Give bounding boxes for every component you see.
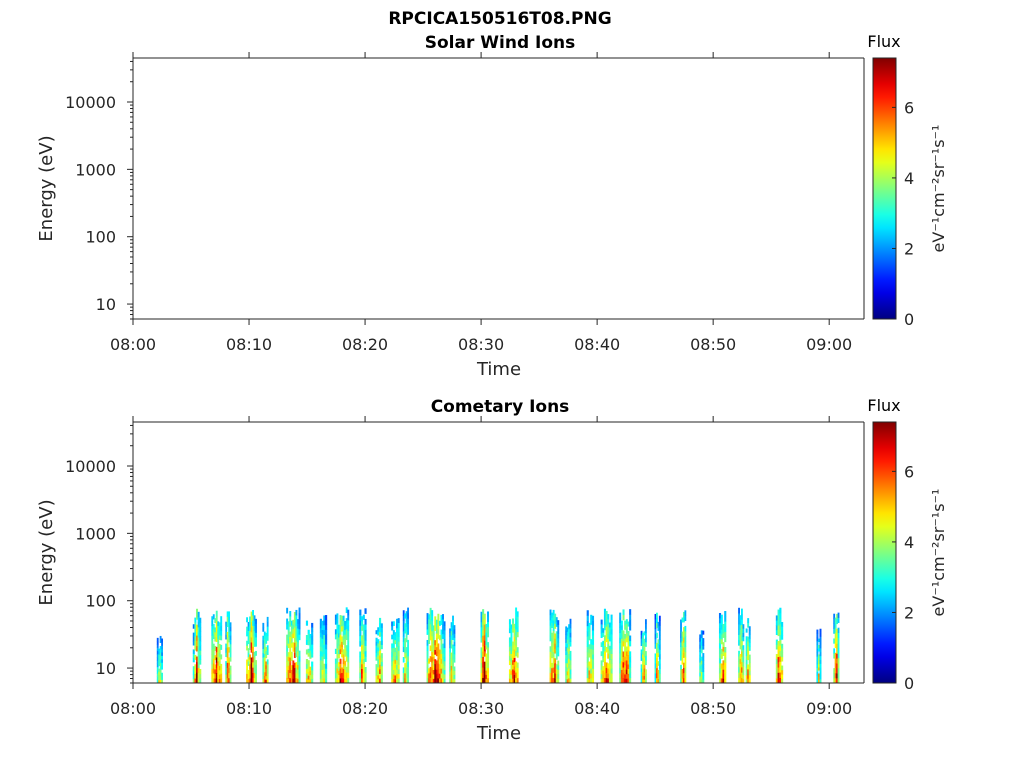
y-tick-label: 10000: [65, 93, 116, 112]
flux-burst: [426, 607, 446, 683]
flux-burst: [718, 611, 727, 683]
y-tick-label: 10: [96, 659, 116, 678]
flux-burst: [738, 607, 745, 683]
x-tick-label: 08:40: [574, 699, 620, 718]
y-tick-label: 100: [85, 592, 116, 611]
flux-burst: [619, 609, 632, 683]
panel-title: Solar Wind Ions: [425, 33, 576, 53]
flux-burst: [586, 610, 595, 683]
colorbar-tick-label: 6: [904, 462, 914, 481]
flux-burst: [480, 609, 490, 683]
y-tick-label: 1000: [75, 524, 116, 543]
colorbar-tick-label: 6: [904, 98, 914, 117]
flux-burst: [402, 607, 409, 683]
flux-burst: [305, 620, 314, 683]
y-tick-label: 1000: [75, 160, 116, 179]
flux-burst: [225, 611, 232, 683]
flux-burst: [699, 630, 705, 683]
x-tick-label: 09:00: [806, 699, 852, 718]
flux-burst: [508, 607, 519, 683]
colorbar-tick-label: 2: [904, 239, 914, 258]
colorbar-title: Flux: [867, 396, 900, 415]
colorbar: 0 2 4 6 eV⁻¹cm⁻²sr⁻¹s⁻¹: [872, 57, 948, 329]
panel-title: Cometary Ions: [431, 397, 570, 417]
colorbar-tick-label: 0: [904, 674, 914, 693]
y-tick-label: 10: [96, 295, 116, 314]
flux-burst: [745, 618, 751, 683]
flux-burst: [334, 607, 350, 683]
flux-burst: [565, 618, 572, 683]
y-axis-label: Energy (eV): [36, 135, 57, 241]
solar-wind-panel: Solar Wind Ions 0 2 4 6 eV⁻¹cm⁻²sr⁻¹s⁻¹ 08:0…: [36, 32, 948, 380]
flux-burst: [319, 615, 328, 683]
y-axis-label: Energy (eV): [36, 499, 57, 605]
axes: 08:00 08:10 08:20 08:30 08:40 08:50 09:00 10 100…: [65, 416, 865, 718]
x-axis-label: Time: [476, 359, 521, 380]
flux-burst: [359, 608, 367, 683]
x-tick-label: 09:00: [806, 335, 852, 354]
x-tick-label: 08:10: [226, 335, 272, 354]
flux-burst: [816, 628, 822, 683]
flux-burst: [286, 607, 301, 683]
x-tick-label: 08:20: [342, 335, 388, 354]
flux-burst: [375, 617, 383, 683]
colorbar-tick-label: 4: [904, 533, 914, 552]
x-tick-label: 08:40: [574, 335, 620, 354]
x-axis-label: Time: [476, 723, 521, 744]
flux-burst: [246, 610, 257, 683]
flux-burst: [211, 610, 223, 683]
colorbar-tick-label: 0: [904, 310, 914, 329]
spectrogram-area: [156, 607, 840, 683]
flux-burst: [391, 618, 400, 683]
axes: 08:00 08:10 08:20 08:30 08:40 08:50 09:00 10 100…: [65, 52, 865, 354]
x-tick-label: 08:30: [458, 699, 504, 718]
flux-burst: [775, 607, 784, 683]
flux-burst: [156, 635, 163, 683]
colorbar-units: eV⁻¹cm⁻²sr⁻¹s⁻¹: [929, 125, 948, 253]
flux-burst: [262, 616, 269, 683]
x-tick-label: 08:00: [110, 335, 156, 354]
flux-burst: [449, 615, 456, 683]
colorbar-tick-label: 2: [904, 603, 914, 622]
colorbar-units: eV⁻¹cm⁻²sr⁻¹s⁻¹: [929, 489, 948, 617]
x-tick-label: 08:10: [226, 699, 272, 718]
figure-title: RPCICA150516T08.PNG: [388, 9, 611, 29]
flux-burst: [833, 612, 840, 683]
x-tick-label: 08:20: [342, 699, 388, 718]
x-tick-label: 08:50: [690, 699, 736, 718]
flux-burst: [600, 608, 613, 683]
y-tick-label: 10000: [65, 457, 116, 476]
colorbar-tick-label: 4: [904, 169, 914, 188]
flux-burst: [654, 612, 661, 683]
colorbar: 0 2 4 6 eV⁻¹cm⁻²sr⁻¹s⁻¹: [872, 421, 948, 693]
x-tick-label: 08:00: [110, 699, 156, 718]
flux-burst: [680, 610, 687, 683]
flux-burst: [640, 619, 647, 683]
flux-burst: [549, 609, 560, 683]
x-tick-label: 08:30: [458, 335, 504, 354]
colorbar-title: Flux: [867, 32, 900, 51]
y-tick-label: 100: [85, 228, 116, 247]
flux-burst: [192, 608, 202, 683]
x-tick-label: 08:50: [690, 335, 736, 354]
